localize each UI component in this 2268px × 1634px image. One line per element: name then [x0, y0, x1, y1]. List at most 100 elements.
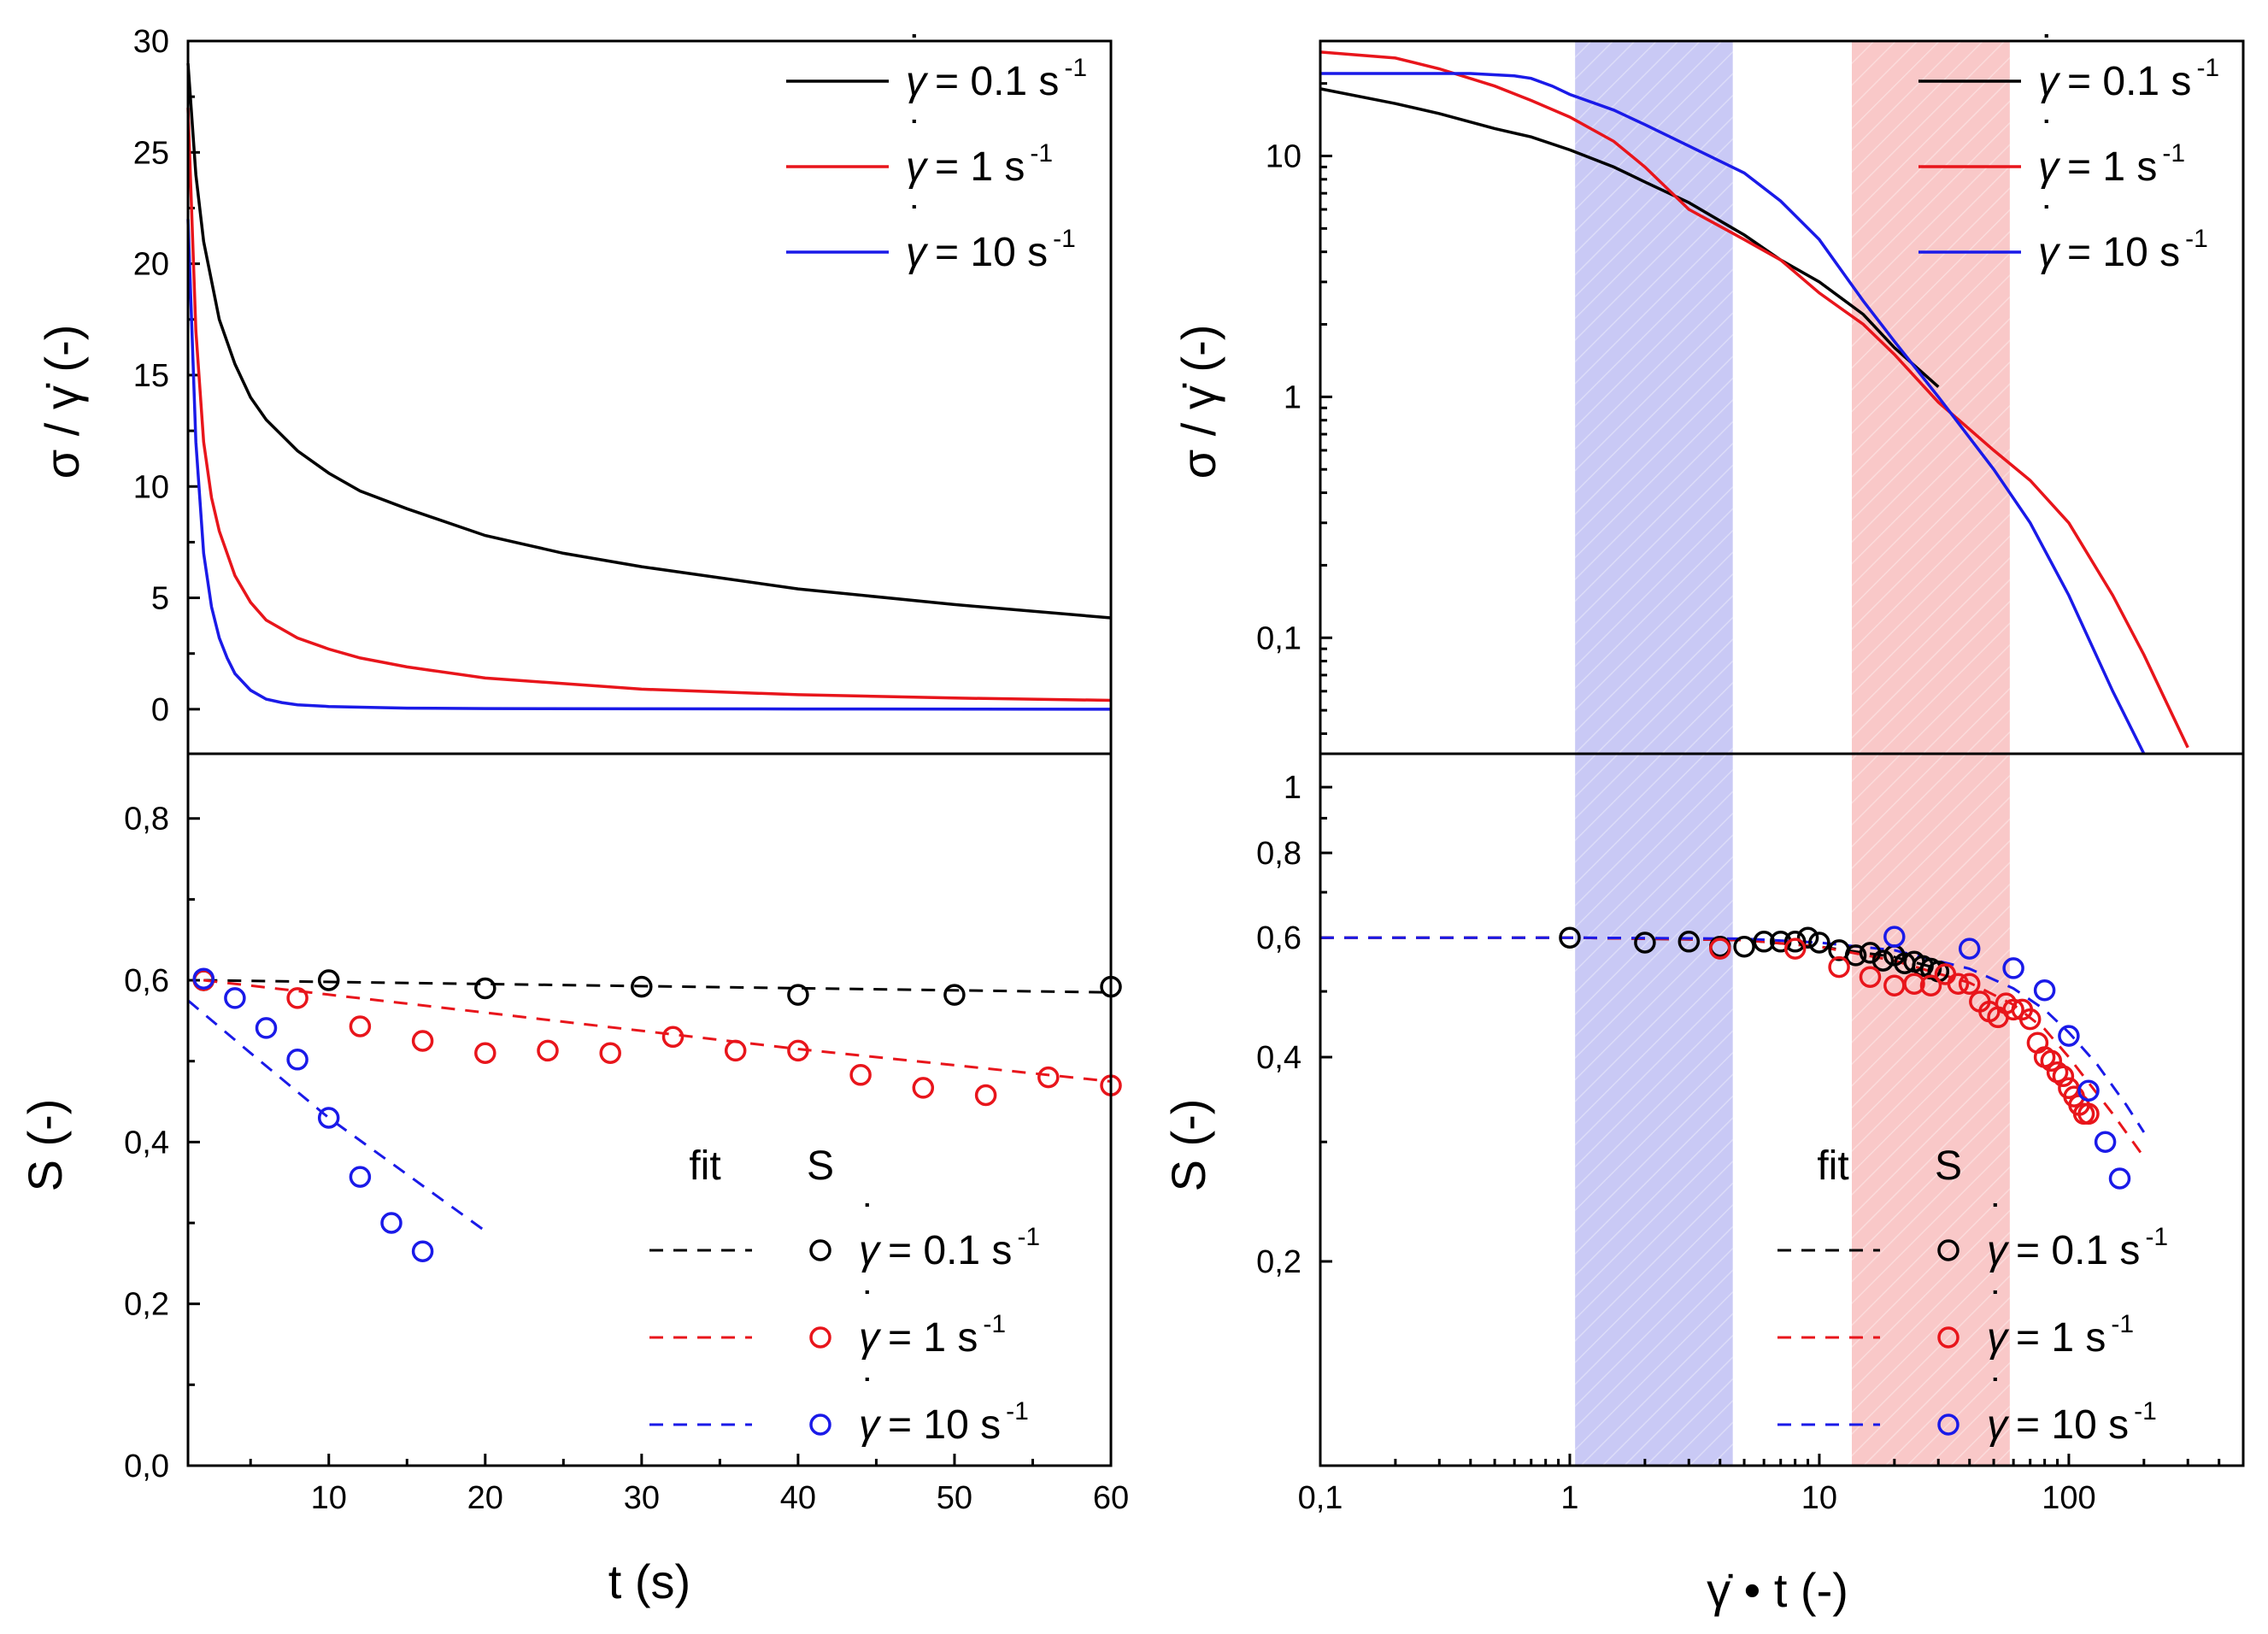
top-left-ytick-label-1: 5: [151, 581, 169, 617]
bottom-right-point-1: [1709, 937, 1731, 960]
bottom-right-point-0: [1796, 926, 1819, 949]
top-right-series-line-2: [1320, 72, 2146, 755]
top-right-legend-dot-0: ˙: [2042, 28, 2055, 73]
bottom-left-legend-dot-0: ˙: [862, 1197, 876, 1243]
bottom-right-legend-exp-1: -1: [2111, 1310, 2134, 1338]
bottom-right-ytick-label-3: 0,8: [1256, 836, 1301, 872]
bottom-left-legend-marker-1: [809, 1326, 831, 1349]
top-left-legend-eq-0: = 0.1 s: [935, 59, 1059, 104]
top-left-series-line-1: [186, 108, 1112, 702]
bottom-left-legend-dot-1: ˙: [862, 1284, 876, 1330]
top-left-ytick-label-3: 15: [133, 358, 169, 394]
top-right-legend-exp-2: -1: [2185, 225, 2208, 253]
bottom-right-point-1: [1828, 955, 1850, 979]
bottom-left-legend-s-head: S: [807, 1143, 834, 1189]
bottom-right-xtick-label-2: 10: [1801, 1480, 1837, 1516]
bottom-right-xtick-label-1: 1: [1560, 1480, 1578, 1516]
bottom-left-fit-line-0: [203, 979, 1112, 994]
bottom-left-ytick-label-2: 0,4: [124, 1125, 169, 1161]
bottom-right-legend-eq-0: = 0.1 s: [2016, 1228, 2140, 1273]
bottom-left-point-0: [787, 984, 809, 1006]
bottom-left-point-1: [411, 1030, 434, 1052]
bottom-right-legend-marker-0: [1937, 1239, 1960, 1261]
bottom-left-point-2: [380, 1212, 402, 1234]
top-left-ytick-label-5: 25: [133, 135, 169, 171]
bottom-right-point-1: [1958, 973, 1981, 995]
top-left-legend-gamma-0: γ: [906, 59, 929, 104]
top-right-legend-gamma-2: γ: [2038, 230, 2061, 275]
bottom-right-legend-gamma-2: γ: [1987, 1402, 2010, 1448]
bottom-left-point-2: [286, 1049, 308, 1071]
bottom-left-point-1: [537, 1039, 559, 1062]
bottom-right-point-2: [2077, 1079, 2100, 1102]
top-left-legend-gamma-2: γ: [906, 230, 929, 275]
bottom-right-point-1: [1783, 937, 1807, 960]
bottom-left-ytick-label-4: 0,8: [124, 802, 169, 838]
bottom-left-point-1: [599, 1042, 621, 1064]
bottom-left-legend-marker-0: [809, 1239, 831, 1261]
bottom-left-point-1: [849, 1064, 872, 1086]
bottom-right-point-1: [2077, 1102, 2100, 1126]
bottom-right-point-2: [2002, 957, 2024, 979]
bottom-right-legend-label-0: γ = 0.1 s -1: [1987, 1223, 2168, 1273]
bottom-right-band-hatch-blue: [1575, 754, 1733, 1466]
tr-ylabel-text: σ / γ̇ (-): [1172, 325, 1225, 479]
top-left-series-line-2: [186, 219, 1112, 711]
bottom-left-xtick-label-2: 30: [624, 1480, 660, 1516]
br-xlabel: γ̇ • t (-): [1707, 1563, 1848, 1617]
top-right-legend-label-1: γ = 1 s -1: [2038, 139, 2185, 190]
bottom-right-point-2: [1958, 937, 1981, 960]
bottom-left-legend-eq-0: = 0.1 s: [888, 1228, 1012, 1273]
top-right-ytick-label-0: 0,1: [1256, 620, 1301, 656]
bottom-left-legend-label-2: γ = 10 s -1: [859, 1397, 1029, 1448]
bottom-left-point-0: [474, 977, 496, 1000]
bottom-left-point-1: [787, 1039, 809, 1062]
bottom-right-legend-dot-2: ˙: [1990, 1372, 2004, 1417]
top-left-series-line-0: [186, 62, 1112, 620]
top-right-legend-dot-2: ˙: [2042, 199, 2055, 244]
top-right-legend-label-0: γ = 0.1 s -1: [2038, 54, 2219, 104]
bottom-right-point-0: [1808, 932, 1830, 954]
bottom-left-point-1: [474, 1042, 496, 1064]
bottom-left-point-0: [631, 975, 653, 998]
bottom-right-point-2: [2033, 979, 2056, 1002]
bottom-left-legend-exp-0: -1: [1017, 1223, 1040, 1251]
bottom-right-ytick-label-0: 0,2: [1256, 1244, 1301, 1280]
bottom-right-point-1: [1947, 973, 1970, 995]
bottom-left-point-0: [317, 969, 340, 991]
bottom-right-point-1: [2052, 1065, 2075, 1088]
bottom-right-legend-s-head: S: [1935, 1143, 1962, 1189]
top-right-legend-exp-0: -1: [2196, 54, 2219, 82]
bottom-right-ytick-label-1: 0,4: [1256, 1040, 1301, 1076]
bottom-right-legend-eq-2: = 10 s: [2016, 1402, 2129, 1448]
bottom-left-xtick-label-1: 20: [467, 1480, 503, 1516]
bottom-left-legend-label-0: γ = 0.1 s -1: [859, 1223, 1040, 1273]
bottom-right-point-0: [1677, 931, 1701, 953]
bottom-left-ytick-label-0: 0,0: [124, 1449, 169, 1484]
bottom-right-legend-gamma-1: γ: [1987, 1315, 2010, 1361]
top-left-legend-label-1: γ = 1 s -1: [906, 139, 1053, 190]
bottom-right-point-0: [1871, 949, 1895, 972]
top-left-legend-exp-1: -1: [1030, 139, 1053, 168]
bottom-left-legend-exp-1: -1: [983, 1310, 1006, 1338]
top-right-ytick-label-1: 1: [1284, 379, 1301, 415]
top-right-legend-dot-1: ˙: [2042, 114, 2055, 159]
bottom-right-xtick-label-3: 100: [2042, 1480, 2095, 1516]
top-right-series-line-1: [1319, 50, 2189, 749]
bottom-right-legend-exp-0: -1: [2145, 1223, 2168, 1251]
top-left-legend-exp-2: -1: [1053, 225, 1076, 253]
top-right-band-hatch-blue: [1575, 41, 1733, 754]
bottom-right-legend-exp-2: -1: [2134, 1397, 2157, 1425]
top-right-series-line-0: [1319, 87, 1940, 389]
bottom-left-point-2: [255, 1017, 278, 1039]
bottom-left-point-1: [661, 1026, 685, 1049]
top-left-legend-label-0: γ = 0.1 s -1: [906, 54, 1087, 104]
bottom-left-point-0: [943, 984, 966, 1006]
top-left-legend-dot-1: ˙: [909, 114, 923, 159]
bottom-left-xtick-label-3: 40: [780, 1480, 816, 1516]
bottom-right-point-0: [1559, 926, 1581, 949]
bottom-right-legend-dot-0: ˙: [1990, 1197, 2004, 1243]
